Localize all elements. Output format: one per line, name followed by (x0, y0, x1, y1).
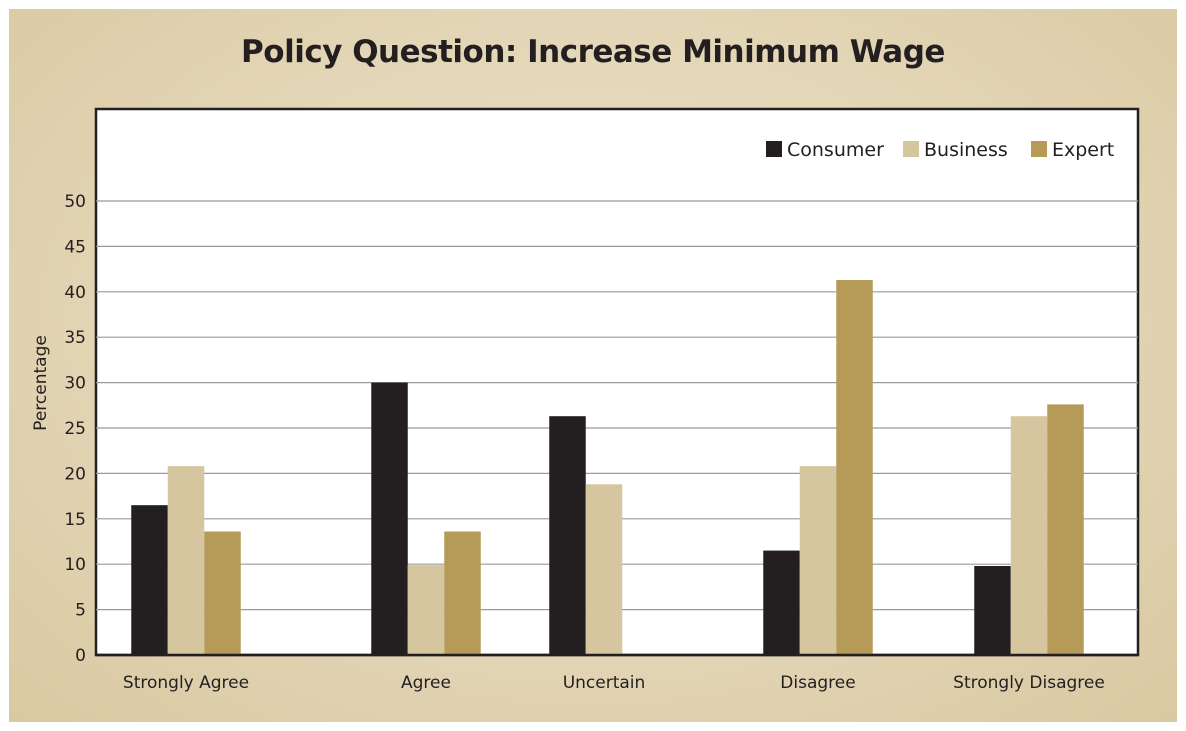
bar-expert-agree (444, 531, 481, 655)
bar-business-uncertain (585, 484, 623, 655)
legend: Consumer Business Expert (766, 139, 1114, 161)
x-category-label: Uncertain (563, 673, 646, 693)
y-tick-label: 35 (64, 328, 86, 348)
bar-consumer-strongly-agree (131, 505, 168, 655)
bar-consumer-uncertain (549, 416, 586, 655)
bar-consumer-agree (371, 382, 408, 655)
x-category-label: Strongly Disagree (953, 673, 1105, 693)
x-category-label: Agree (401, 673, 451, 693)
bar-consumer-strongly-disagree (974, 566, 1011, 655)
bar-expert-disagree (836, 279, 873, 655)
y-tick-label: 50 (64, 192, 86, 212)
y-tick-label: 40 (64, 283, 86, 303)
y-tick-label: 15 (64, 510, 86, 530)
y-tick-label: 20 (64, 464, 86, 484)
legend-label-business: Business (924, 139, 1008, 161)
bar-consumer-disagree (763, 550, 800, 655)
x-category-label: Disagree (780, 673, 855, 693)
y-tick-label: 10 (64, 555, 86, 575)
bars (96, 279, 1138, 657)
chart-title: Policy Question: Increase Minimum Wage (241, 34, 945, 70)
y-tick-label: 30 (64, 374, 86, 394)
y-tick-label: 25 (64, 419, 86, 439)
y-tick-label: 45 (64, 237, 86, 257)
bar-business-strongly-disagree (1010, 416, 1048, 655)
legend-swatch-business (903, 141, 919, 157)
bar-business-agree (407, 565, 445, 655)
y-tick-label: 0 (75, 646, 86, 666)
y-axis-label: Percentage (31, 335, 51, 431)
legend-label-consumer: Consumer (787, 139, 884, 161)
legend-label-expert: Expert (1052, 139, 1114, 161)
bar-business-disagree (799, 466, 837, 655)
bar-expert-strongly-disagree (1047, 404, 1084, 655)
x-axis-categories: Strongly Agree Agree Uncertain Disagree Stro… (123, 673, 1105, 693)
x-category-label: Strongly Agree (123, 673, 249, 693)
bar-business-strongly-agree (167, 466, 205, 655)
legend-swatch-expert (1031, 141, 1047, 157)
legend-swatch-consumer (766, 141, 782, 157)
y-axis-ticks: 0 5 10 15 20 25 30 35 40 45 50 (64, 192, 86, 666)
bar-expert-strongly-agree (204, 531, 241, 655)
y-tick-label: 5 (75, 601, 86, 621)
